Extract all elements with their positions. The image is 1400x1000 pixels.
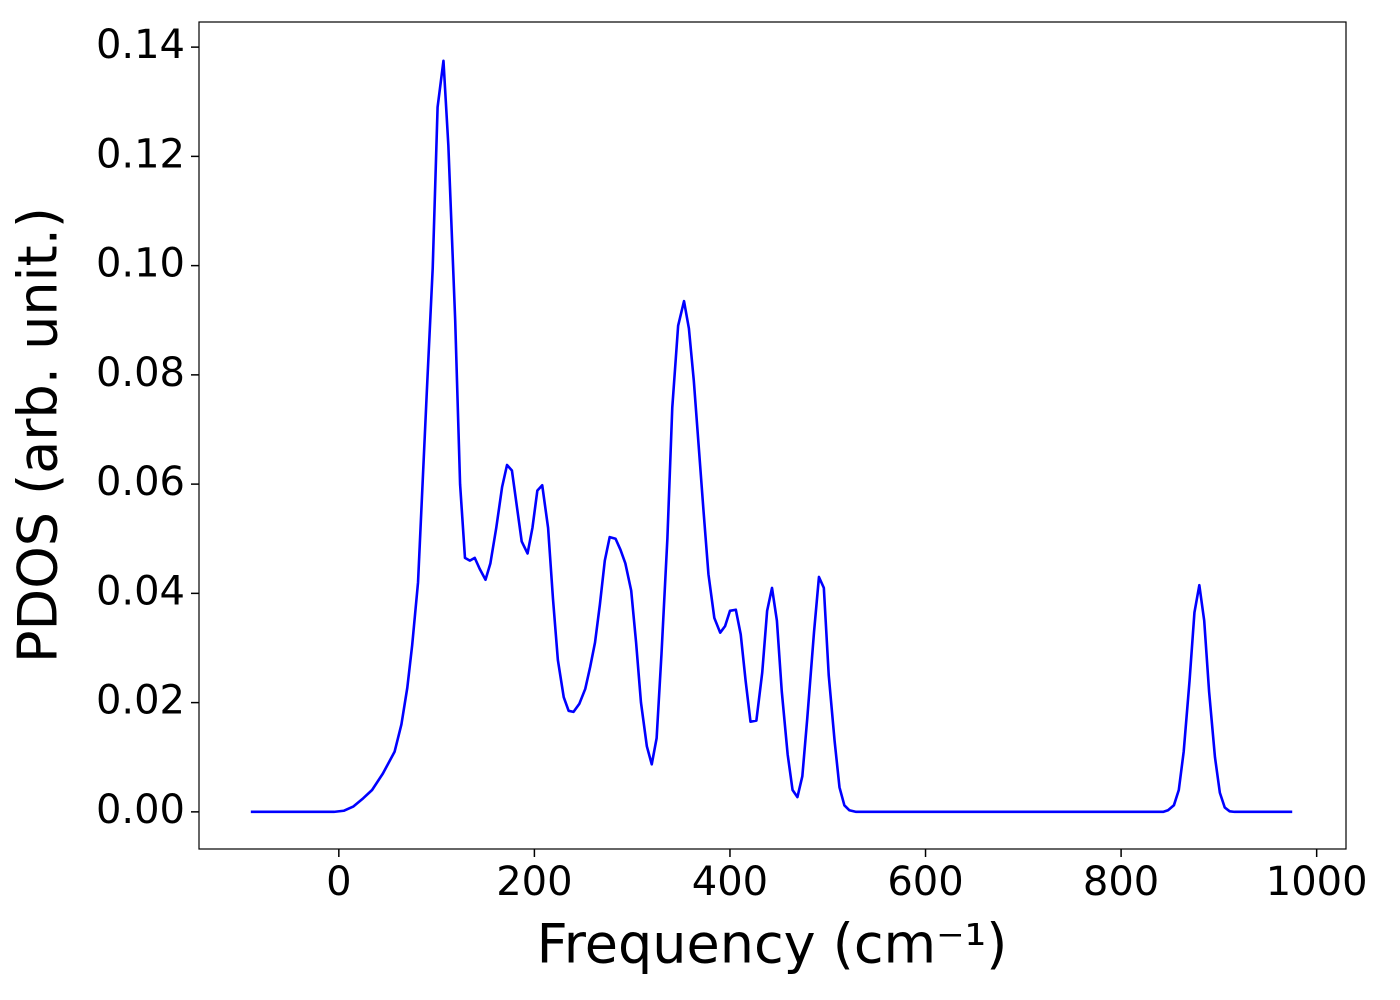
y-tick-label: 0.06: [96, 459, 185, 505]
y-tick-label: 0.12: [96, 131, 185, 177]
x-tick-label: 800: [1083, 859, 1159, 905]
y-tick-label: 0.04: [96, 568, 185, 614]
y-axis-label: PDOS (arb. unit.): [7, 207, 70, 663]
data-line: [250, 59, 1293, 814]
y-tick-label: 0.08: [96, 350, 185, 396]
x-tick-label: 200: [496, 859, 572, 905]
y-tick-label: 0.14: [96, 22, 185, 68]
plot-frame: [198, 21, 1347, 850]
y-tick-label: 0.02: [96, 678, 185, 724]
x-tick-label: 0: [326, 859, 351, 905]
x-tick-label: 600: [887, 859, 963, 905]
x-tick-label: 400: [692, 859, 768, 905]
y-tick-label: 0.00: [96, 787, 185, 833]
x-axis-label: Frequency (cm⁻¹): [537, 913, 1008, 976]
y-tick-label: 0.10: [96, 241, 185, 287]
x-tick-label: 1000: [1266, 859, 1368, 905]
